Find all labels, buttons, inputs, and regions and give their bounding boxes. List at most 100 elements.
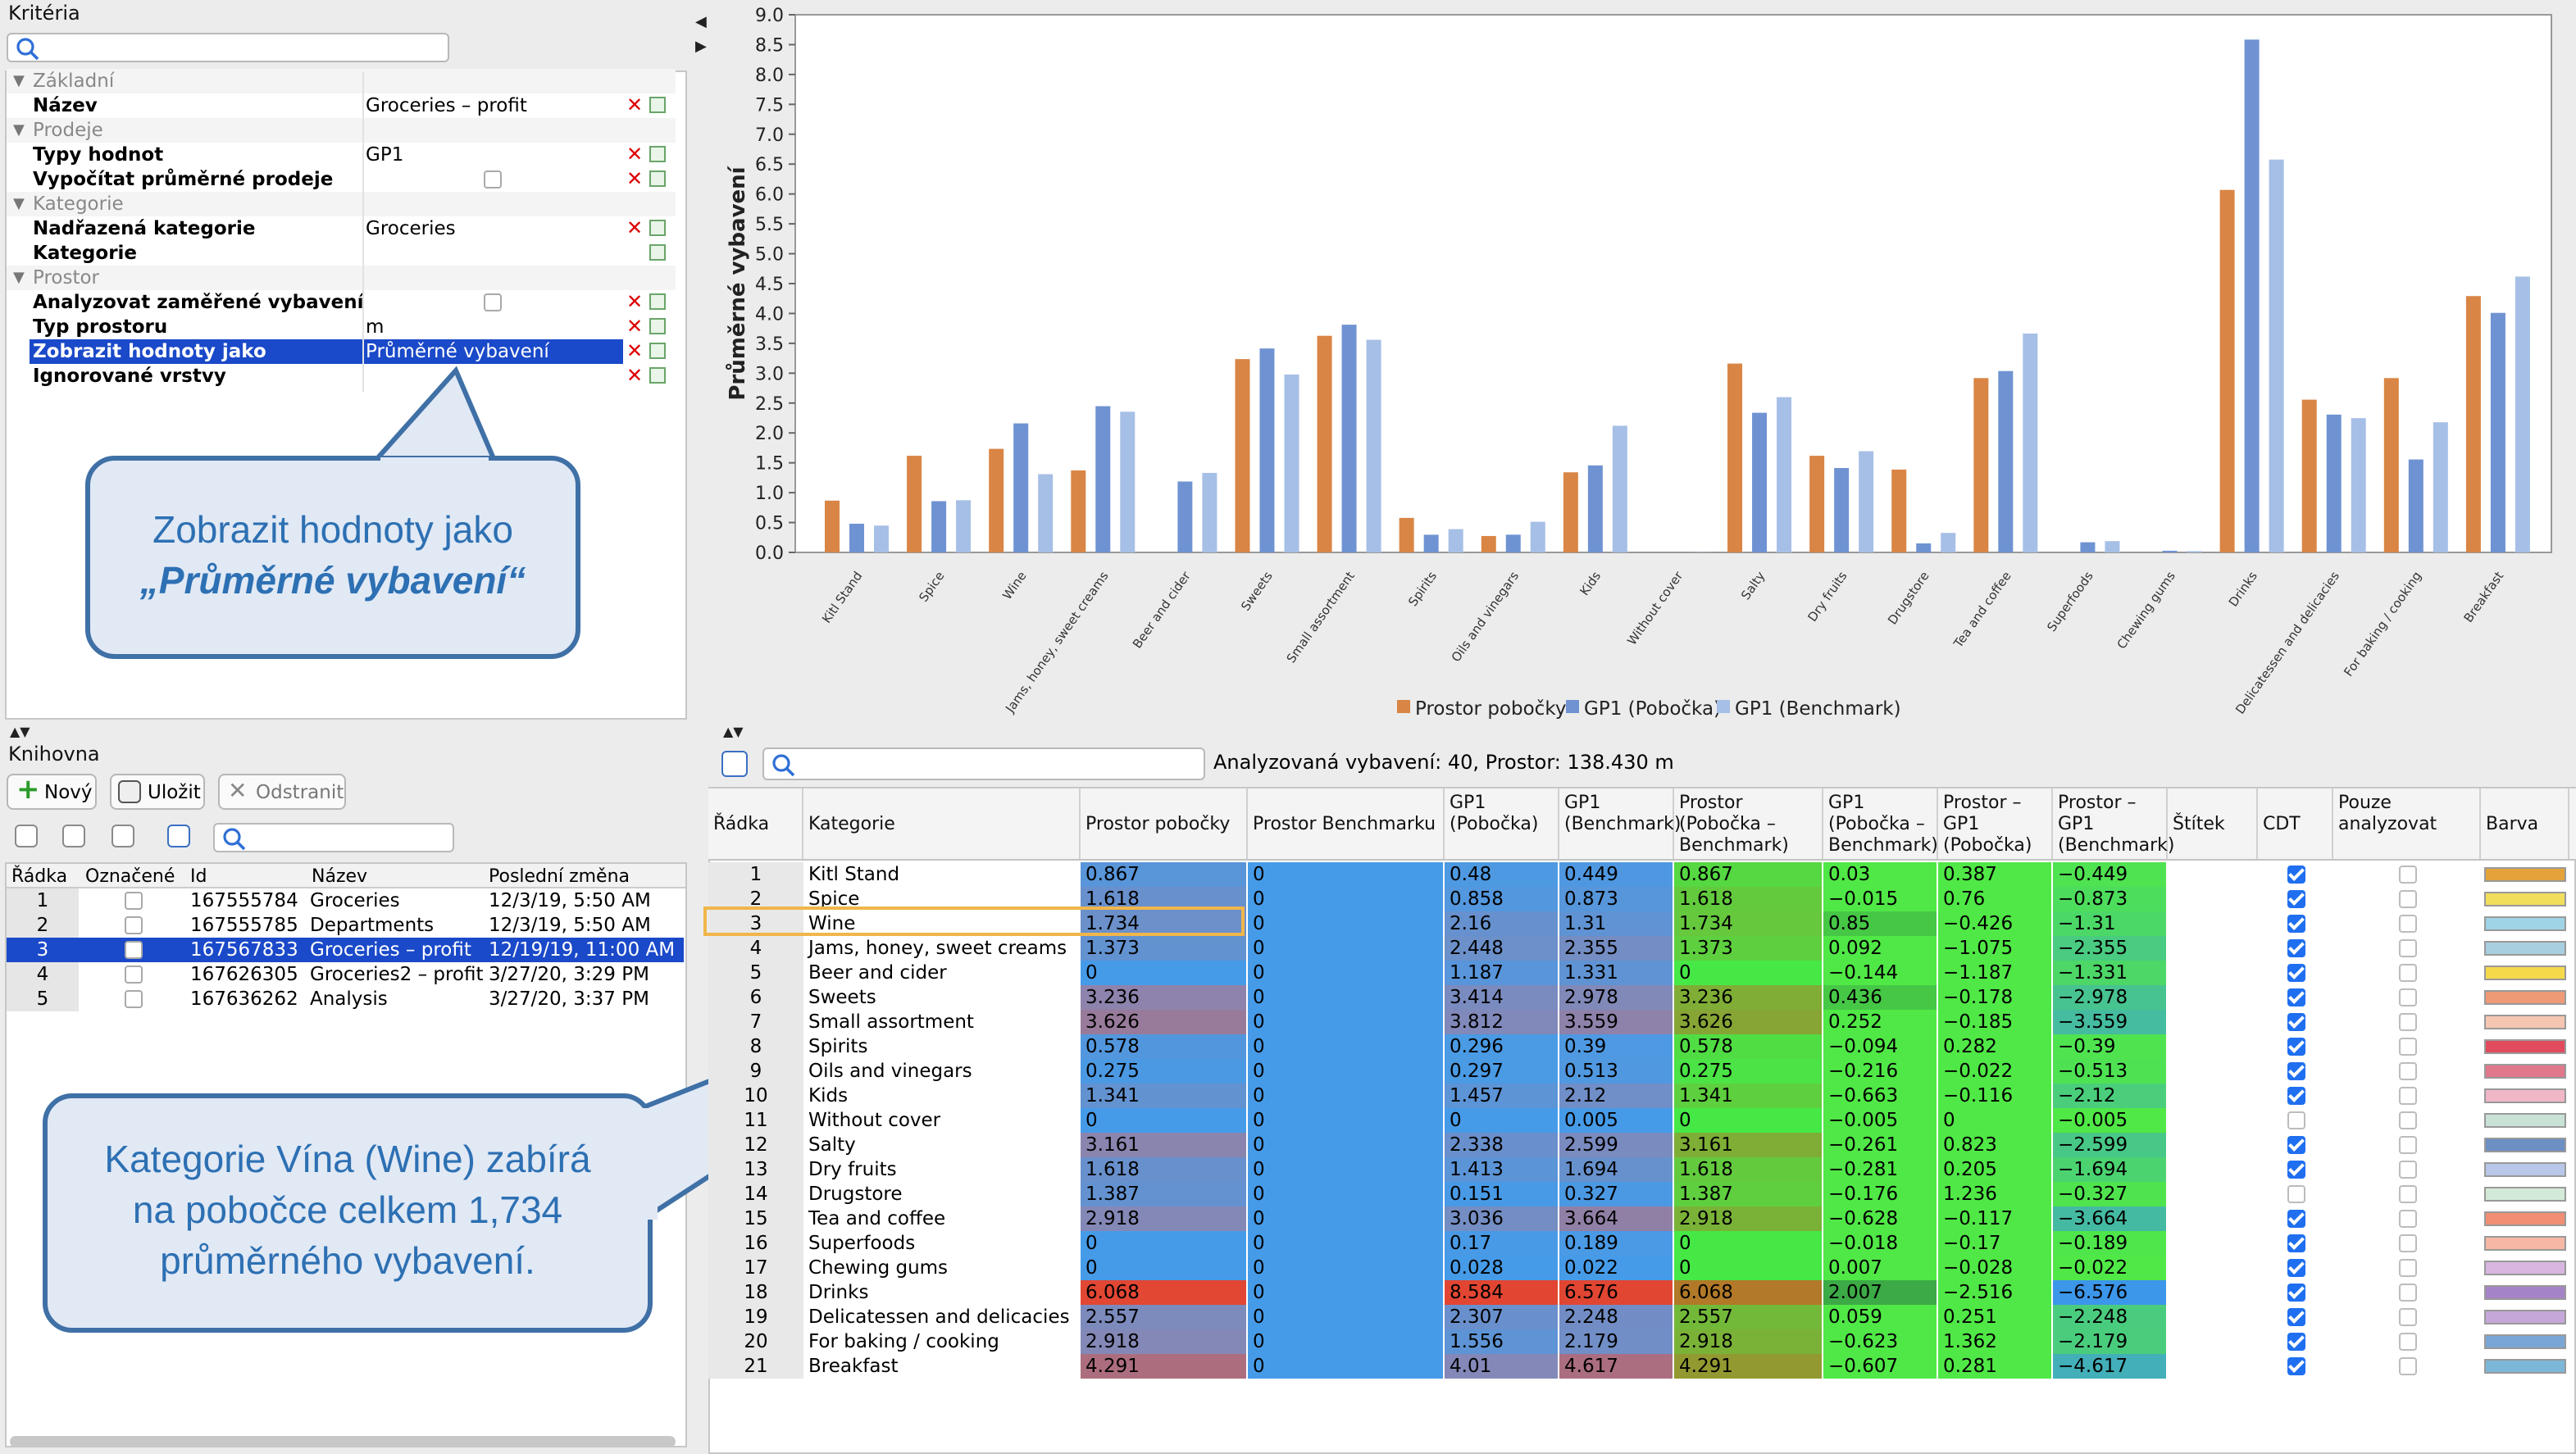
criteria-section[interactable]: ▼ Prostor [7, 266, 676, 290]
grid-col-pb[interactable]: Prostor Benchmarku [1248, 788, 1445, 859]
analyze-only-checkbox[interactable] [2398, 1357, 2416, 1375]
grid-row[interactable]: 18 Drinks 6.068 0 8.584 6.576 6.068 2.007 −2.516… [708, 1280, 2569, 1305]
grid-col-gd[interactable]: GP1 (Pobočka – Benchmark) [1823, 788, 1938, 859]
analyze-only-checkbox[interactable] [2398, 1284, 2416, 1302]
cell-color[interactable] [2484, 1206, 2566, 1231]
grid-col-gb[interactable]: GP1 (Benchmark) [1559, 788, 1682, 859]
analyze-only-checkbox[interactable] [2398, 1111, 2416, 1129]
criteria-value[interactable]: Groceries – profit [366, 93, 527, 116]
collapse-triangle-icon[interactable]: ▼ [13, 74, 25, 90]
edit-icon[interactable] [649, 367, 666, 384]
cdt-checkbox[interactable] [2287, 1136, 2305, 1154]
edit-icon[interactable] [649, 318, 666, 334]
criteria-value[interactable]: Průměrné vybavení [364, 339, 623, 364]
cell-color[interactable] [2484, 1354, 2566, 1379]
analyze-only-checkbox[interactable] [2398, 1333, 2416, 1351]
grid-row[interactable]: 7 Small assortment 3.626 0 3.812 3.559 3.626 0.… [708, 1010, 2569, 1034]
criteria-search-input[interactable] [7, 33, 449, 62]
grid-row[interactable]: 12 Salty 3.161 0 2.338 2.599 3.161 −0.261 0.823−… [708, 1133, 2569, 1157]
grid-row[interactable]: 16 Superfoods 0 0 0.17 0.189 0 −0.018 −0.17 −0.18… [708, 1231, 2569, 1256]
marked-checkbox[interactable] [124, 966, 142, 984]
delete-button[interactable]: ✕ Odstranit [218, 774, 346, 810]
splitter-grid-icon[interactable]: ▲▼ [723, 725, 744, 739]
cell-color[interactable] [2484, 1108, 2566, 1133]
cdt-checkbox[interactable] [2287, 1111, 2305, 1129]
analyze-only-checkbox[interactable] [2398, 915, 2416, 933]
grid-row[interactable]: 11 Without cover 0 0 0 0.005 0 −0.005 0 −0.005 [708, 1108, 2569, 1133]
export-icon[interactable] [167, 825, 190, 847]
cell-color[interactable] [2484, 1182, 2566, 1206]
library-row[interactable]: 5 167636262 Analysis 3/27/20, 3:37 PM [7, 987, 684, 1011]
cdt-checkbox[interactable] [2287, 1185, 2305, 1203]
new-button[interactable]: + Nový [7, 774, 97, 810]
cdt-checkbox[interactable] [2287, 866, 2305, 884]
cdt-checkbox[interactable] [2287, 1013, 2305, 1031]
clear-icon[interactable]: ✕ [626, 167, 644, 190]
cell-color[interactable] [2484, 911, 2566, 936]
save-button[interactable]: Uložit [110, 774, 205, 810]
grid-row[interactable]: 19 Delicatessen and delicacies 2.557 0 2.307… [708, 1305, 2569, 1329]
grid-col-only[interactable]: Pouze analyzovat [2333, 788, 2481, 859]
col-nazev[interactable]: Název [312, 866, 368, 887]
clear-icon[interactable]: ✕ [626, 290, 644, 313]
cdt-checkbox[interactable] [2287, 1062, 2305, 1080]
analyze-only-checkbox[interactable] [2398, 1136, 2416, 1154]
analyze-only-checkbox[interactable] [2398, 964, 2416, 982]
cdt-checkbox[interactable] [2287, 964, 2305, 982]
cdt-checkbox[interactable] [2287, 1234, 2305, 1252]
library-row[interactable]: 1 167555784 Groceries 12/3/19, 5:50 AM [7, 888, 684, 913]
criteria-row[interactable]: Typ prostoru m ✕ [7, 315, 676, 339]
library-search-input[interactable] [213, 823, 454, 852]
grid-col-pgb[interactable]: Prostor – GP1 (Benchmark) [2053, 788, 2175, 859]
cell-color[interactable] [2484, 1329, 2566, 1354]
cell-color[interactable] [2484, 1157, 2566, 1182]
marked-checkbox[interactable] [124, 941, 142, 959]
edit-icon[interactable] [649, 220, 666, 236]
grid-row[interactable]: 10 Kids 1.341 0 1.457 2.12 1.341 −0.663 −0.116 −2… [708, 1084, 2569, 1108]
cdt-checkbox[interactable] [2287, 1333, 2305, 1351]
grid-row[interactable]: 21 Breakfast 4.291 0 4.01 4.617 4.291 −0.607 0.2… [708, 1354, 2569, 1379]
collapse-triangle-icon[interactable]: ▼ [13, 123, 25, 139]
criteria-row[interactable]: Zobrazit hodnoty jako Průměrné vybavení ✕ [7, 339, 676, 364]
select-all-icon[interactable] [15, 825, 38, 847]
cell-color[interactable] [2484, 1010, 2566, 1034]
analyze-only-checkbox[interactable] [2398, 1038, 2416, 1056]
grid-row[interactable]: 14 Drugstore 1.387 0 0.151 0.327 1.387 −0.176 1.… [708, 1182, 2569, 1206]
grid-row[interactable]: 4 Jams, honey, sweet creams 1.373 0 2.448 2.3… [708, 936, 2569, 961]
cell-color[interactable] [2484, 936, 2566, 961]
clear-icon[interactable]: ✕ [626, 315, 644, 338]
criteria-row[interactable]: Nadřazená kategorie Groceries ✕ [7, 216, 676, 241]
cell-color[interactable] [2484, 985, 2566, 1010]
library-row[interactable]: 2 167555785 Departments 12/3/19, 5:50 AM [7, 913, 684, 938]
grid-col-pd[interactable]: Prostor (Pobočka – Benchmark) [1674, 788, 1823, 859]
criteria-row[interactable]: Název Groceries – profit ✕ [7, 93, 676, 118]
analyze-only-checkbox[interactable] [2398, 1185, 2416, 1203]
cdt-checkbox[interactable] [2287, 1308, 2305, 1326]
grid-col-cat[interactable]: Kategorie [803, 788, 1081, 859]
cdt-checkbox[interactable] [2287, 988, 2305, 1006]
cell-color[interactable] [2484, 1231, 2566, 1256]
grid-row[interactable]: 20 For baking / cooking 2.918 0 1.556 2.179 2.… [708, 1329, 2569, 1354]
col-posledni-zmena[interactable]: Poslední změna [489, 866, 630, 887]
grid-row[interactable]: 6 Sweets 3.236 0 3.414 2.978 3.236 0.436 −0.178−… [708, 985, 2569, 1010]
clear-icon[interactable]: ✕ [626, 339, 644, 362]
analyze-only-checkbox[interactable] [2398, 866, 2416, 884]
edit-icon[interactable] [649, 244, 666, 261]
edit-icon[interactable] [649, 146, 666, 162]
criteria-section[interactable]: ▼ Prodeje [7, 118, 676, 143]
cdt-checkbox[interactable] [2287, 1210, 2305, 1228]
cell-color[interactable] [2484, 1256, 2566, 1280]
grid-col-n[interactable]: Řádka [708, 788, 803, 859]
cdt-checkbox[interactable] [2287, 915, 2305, 933]
collapse-triangle-icon[interactable]: ▼ [13, 197, 25, 213]
cdt-checkbox[interactable] [2287, 1038, 2305, 1056]
cell-color[interactable] [2484, 1059, 2566, 1084]
cdt-checkbox[interactable] [2287, 1161, 2305, 1179]
grid-col-cdt[interactable]: CDT [2258, 788, 2333, 859]
expand-right-icon[interactable]: ▶ [695, 39, 707, 56]
collapse-left-icon[interactable]: ◀ [695, 15, 707, 31]
criteria-section[interactable]: ▼ Kategorie [7, 192, 676, 216]
grid-row[interactable]: 13 Dry fruits 1.618 0 1.413 1.694 1.618 −0.281 0… [708, 1157, 2569, 1182]
criteria-row[interactable]: Analyzovat zaměřené vybavení ✕ [7, 290, 676, 315]
criteria-value[interactable]: Groceries [366, 216, 456, 239]
